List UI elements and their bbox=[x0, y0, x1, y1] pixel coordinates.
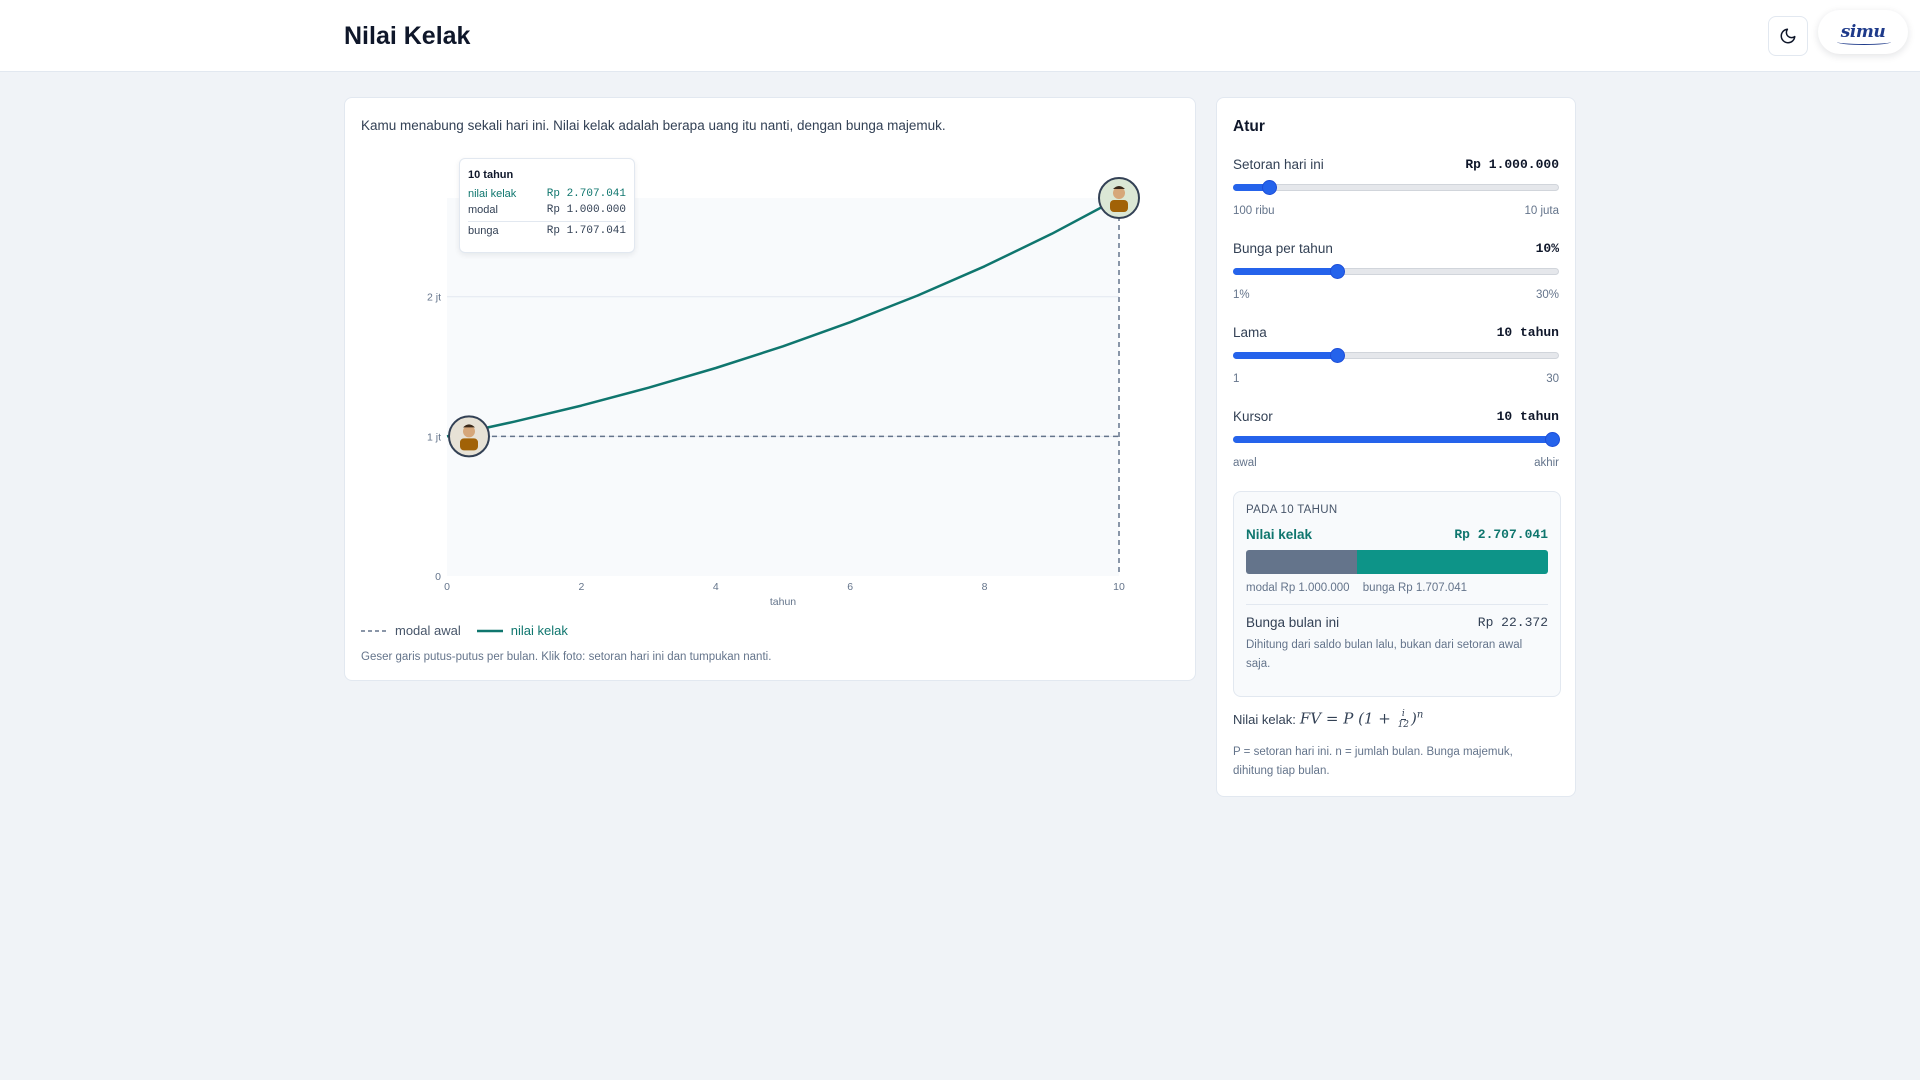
modal-segment bbox=[1246, 550, 1358, 574]
y-tick-label: 0 bbox=[435, 571, 441, 583]
formula: Nilai kelak: FV = P (1 + i 12)n bbox=[1233, 709, 1423, 730]
range-min: 1 bbox=[1233, 373, 1240, 385]
range-min: awal bbox=[1233, 457, 1257, 469]
setoran-slider[interactable] bbox=[1233, 178, 1559, 198]
simu-logo[interactable]: simu bbox=[1818, 10, 1908, 54]
x-axis-label: tahun bbox=[770, 596, 796, 608]
tooltip-title: 10 tahun bbox=[468, 169, 514, 181]
slider-thumb[interactable] bbox=[1330, 264, 1346, 279]
control-lama: Lama 10 tahun 1 30 bbox=[1233, 323, 1559, 385]
app-header: Nilai Kelak simu bbox=[0, 0, 1920, 72]
control-bunga: Bunga per tahun 10% 1% 30% bbox=[1233, 239, 1559, 301]
moon-icon bbox=[1780, 28, 1796, 44]
range-max: 30 bbox=[1546, 373, 1559, 385]
chart-card: Kamu menabung sekali hari ini. Nilai kel… bbox=[344, 97, 1196, 681]
bar-caption: modal Rp 1.000.000 bunga Rp 1.707.041 bbox=[1246, 582, 1548, 594]
tooltip-value: Rp 1.000.000 bbox=[546, 204, 626, 216]
range-max: 10 juta bbox=[1524, 205, 1559, 217]
legend-label: nilai kelak bbox=[510, 623, 568, 638]
control-value: 10 tahun bbox=[1496, 324, 1559, 340]
slider-thumb[interactable] bbox=[1545, 432, 1560, 447]
control-setoran: Setoran hari ini Rp 1.000.000 100 ribu 1… bbox=[1233, 155, 1559, 217]
control-value: 10 tahun bbox=[1496, 408, 1559, 424]
range-min: 100 ribu bbox=[1233, 205, 1275, 217]
solid-line-icon bbox=[476, 629, 503, 632]
control-value: 10% bbox=[1535, 240, 1559, 256]
chart-tooltip: 10 tahun nilai kelak Rp 2.707.041 modal … bbox=[459, 158, 635, 253]
logo-text: simu bbox=[1836, 22, 1892, 45]
formula-label: Nilai kelak: bbox=[1233, 712, 1296, 727]
result-box: PADA 10 TAHUN Nilai kelak Rp 2.707.041 m… bbox=[1233, 491, 1561, 697]
legend-item-modal: modal awal bbox=[361, 623, 461, 638]
bunga-caption: bunga Rp 1.707.041 bbox=[1362, 582, 1468, 594]
range-max: akhir bbox=[1534, 457, 1559, 469]
range-max: 30% bbox=[1535, 289, 1559, 301]
control-label: Bunga per tahun bbox=[1233, 240, 1333, 256]
x-tick-label: 2 bbox=[578, 581, 584, 593]
lama-slider[interactable] bbox=[1233, 346, 1559, 366]
tooltip-label: modal bbox=[468, 204, 498, 216]
control-label: Setoran hari ini bbox=[1233, 156, 1324, 172]
bunga-bulan-label: Bunga bulan ini bbox=[1246, 615, 1340, 630]
nilai-kelak-value: Rp 2.707.041 bbox=[1454, 527, 1548, 542]
bunga-slider[interactable] bbox=[1233, 262, 1559, 282]
x-tick-label: 10 bbox=[1113, 581, 1125, 593]
dark-mode-toggle-button[interactable] bbox=[1768, 16, 1808, 56]
y-tick-label: 2 jt bbox=[427, 292, 441, 304]
tooltip-label: nilai kelak bbox=[468, 188, 517, 200]
formula-note: P = setoran hari ini. n = jumlah bulan. … bbox=[1233, 746, 1513, 777]
slider-thumb[interactable] bbox=[1261, 180, 1277, 195]
bunga-bulan-note: Dihitung dari saldo bulan lalu, bukan da… bbox=[1246, 639, 1523, 670]
end-photo-avatar[interactable] bbox=[1098, 177, 1140, 220]
tooltip-row-modal: modal Rp 1.000.000 bbox=[468, 202, 626, 218]
future-value-chart[interactable]: 0 1 jt 2 jt 0 2 4 6 8 10 tahun bbox=[345, 148, 1197, 608]
nilai-kelak-label: Nilai kelak bbox=[1246, 527, 1313, 542]
control-value: Rp 1.000.000 bbox=[1465, 156, 1559, 172]
dashed-line-icon bbox=[361, 629, 387, 632]
start-photo-avatar[interactable] bbox=[448, 415, 490, 458]
tooltip-label: bunga bbox=[468, 225, 499, 237]
series-nilai-kelak bbox=[446, 196, 1120, 438]
control-label: Lama bbox=[1233, 324, 1267, 340]
bunga-bulan-value: Rp 22.372 bbox=[1477, 615, 1548, 630]
x-tick-label: 8 bbox=[982, 581, 988, 593]
settings-panel: Atur Setoran hari ini Rp 1.000.000 100 r… bbox=[1216, 97, 1576, 797]
tooltip-row-nilai: nilai kelak Rp 2.707.041 bbox=[468, 186, 626, 202]
tooltip-value: Rp 1.707.041 bbox=[546, 225, 626, 237]
formula-math: FV = P (1 + i 12)n bbox=[1299, 709, 1424, 730]
intro-text: Kamu menabung sekali hari ini. Nilai kel… bbox=[361, 118, 946, 133]
range-min: 1% bbox=[1233, 289, 1250, 301]
x-tick-label: 0 bbox=[444, 581, 450, 593]
slider-thumb[interactable] bbox=[1330, 348, 1346, 363]
legend-label: modal awal bbox=[395, 623, 461, 638]
kursor-slider[interactable] bbox=[1233, 430, 1560, 450]
composition-bar bbox=[1246, 550, 1548, 574]
chart-hint: Geser garis putus-putus per bulan. Klik … bbox=[361, 651, 772, 663]
tooltip-row-bunga: bunga Rp 1.707.041 bbox=[468, 221, 626, 237]
legend-item-nilai: nilai kelak bbox=[476, 623, 568, 638]
control-kursor: Kursor 10 tahun awal akhir bbox=[1233, 407, 1560, 469]
panel-title: Atur bbox=[1233, 118, 1265, 135]
result-title: PADA 10 TAHUN bbox=[1246, 504, 1338, 516]
x-tick-label: 4 bbox=[713, 581, 719, 593]
page-title: Nilai Kelak bbox=[344, 22, 471, 50]
bunga-segment bbox=[1357, 550, 1548, 574]
y-tick-label: 1 jt bbox=[427, 431, 441, 443]
modal-caption: modal Rp 1.000.000 bbox=[1246, 582, 1350, 594]
chart-legend: modal awal nilai kelak bbox=[361, 623, 584, 638]
tooltip-value: Rp 2.707.041 bbox=[546, 188, 626, 200]
plot-area bbox=[447, 198, 1119, 576]
x-tick-label: 6 bbox=[847, 581, 853, 593]
control-label: Kursor bbox=[1233, 408, 1273, 424]
